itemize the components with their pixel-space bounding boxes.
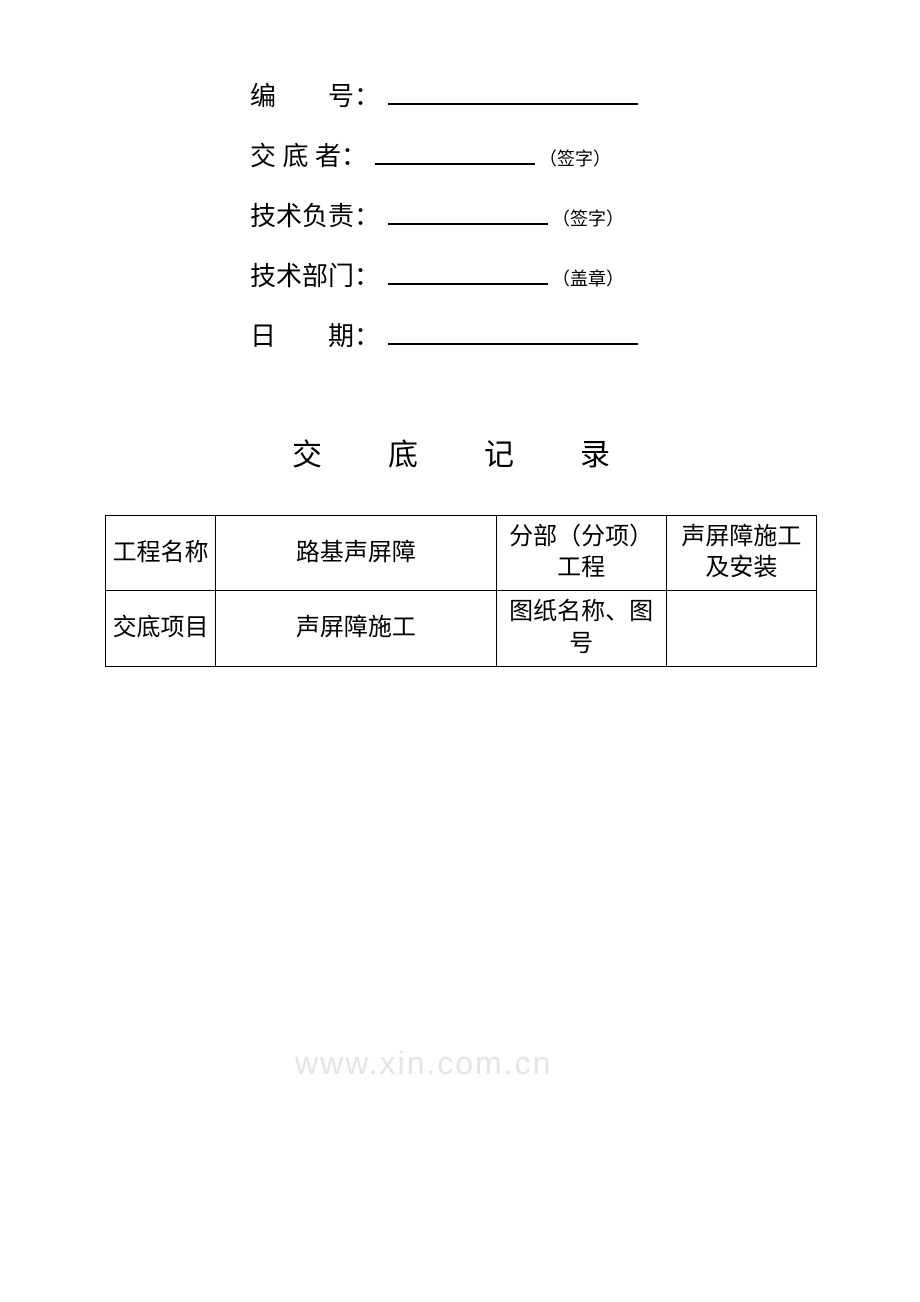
date-underline xyxy=(388,315,638,345)
sign-suffix: （签字） xyxy=(539,145,611,171)
table-row: 工程名称 路基声屏障 分部（分项）工程 声屏障施工及安装 xyxy=(106,516,817,591)
seal-suffix: （盖章） xyxy=(552,265,624,291)
drawing-value xyxy=(666,591,816,666)
signature-form-section: 编 号 ： 交 底 者 ： （签字） 技术负责 ： （签字） 技术部门 ： （盖… xyxy=(250,75,710,375)
colon: ： xyxy=(354,316,380,353)
colon: ： xyxy=(354,256,380,293)
tech-lead-label: 技术负责 xyxy=(250,196,354,233)
tech-lead-underline xyxy=(388,195,548,225)
presenter-row: 交 底 者 ： （签字） xyxy=(250,135,710,177)
number-label: 编 号 xyxy=(250,76,354,113)
tech-lead-row: 技术负责 ： （签字） xyxy=(250,195,710,237)
disclosure-item-label: 交底项目 xyxy=(106,591,216,666)
subproject-value: 声屏障施工及安装 xyxy=(666,516,816,591)
disclosure-item-value: 声屏障施工 xyxy=(216,591,496,666)
project-name-label: 工程名称 xyxy=(106,516,216,591)
tech-dept-row: 技术部门 ： （盖章） xyxy=(250,255,710,297)
subproject-label: 分部（分项）工程 xyxy=(496,516,666,591)
colon: ： xyxy=(341,136,367,173)
number-underline xyxy=(388,75,638,105)
number-row: 编 号 ： xyxy=(250,75,710,117)
record-table: 工程名称 路基声屏障 分部（分项）工程 声屏障施工及安装 交底项目 声屏障施工 … xyxy=(105,515,817,667)
tech-dept-label: 技术部门 xyxy=(250,256,354,293)
watermark-text: www.xin.com.cn xyxy=(295,1045,552,1082)
drawing-label: 图纸名称、图号 xyxy=(496,591,666,666)
table-row: 交底项目 声屏障施工 图纸名称、图号 xyxy=(106,591,817,666)
tech-dept-underline xyxy=(388,255,548,285)
presenter-underline xyxy=(375,135,535,165)
project-name-value: 路基声屏障 xyxy=(216,516,496,591)
sign-suffix: （签字） xyxy=(552,205,624,231)
title-section: 交 底 记 录 xyxy=(0,430,920,474)
colon: ： xyxy=(354,196,380,233)
page-title: 交 底 记 录 xyxy=(292,439,628,472)
date-label: 日 期 xyxy=(250,316,354,353)
presenter-label: 交 底 者 xyxy=(250,136,341,173)
date-row: 日 期 ： xyxy=(250,315,710,357)
table-wrapper: 工程名称 路基声屏障 分部（分项）工程 声屏障施工及安装 交底项目 声屏障施工 … xyxy=(105,515,817,667)
record-table-section: www.xin.com.cn 工程名称 路基声屏障 分部（分项）工程 声屏障施工… xyxy=(105,515,817,667)
colon: ： xyxy=(354,76,380,113)
